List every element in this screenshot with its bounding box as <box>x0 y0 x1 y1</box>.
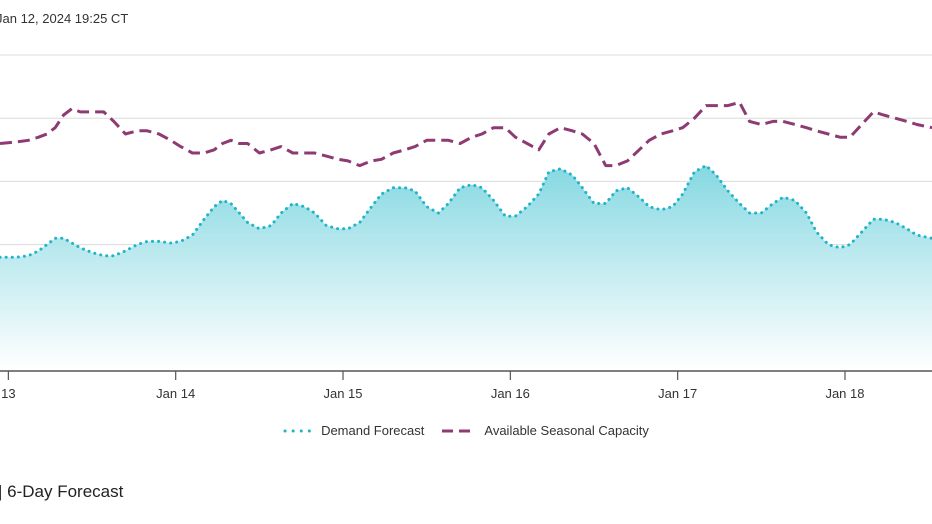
chart-legend: Demand Forecast Available Seasonal Capac… <box>0 423 932 438</box>
legend-item-demand-forecast[interactable]: Demand Forecast <box>283 423 424 438</box>
x-tick-label: 13 <box>1 386 15 401</box>
x-tick-label: Jan 16 <box>491 386 530 401</box>
x-tick-label: Jan 17 <box>658 386 697 401</box>
available-seasonal-capacity-line <box>0 100 932 168</box>
legend-label-demand-forecast: Demand Forecast <box>321 423 425 438</box>
demand-forecast-area <box>0 165 932 371</box>
legend-label-available-seasonal-capacity: Available Seasonal Capacity <box>484 423 649 438</box>
x-tick-label: Jan 14 <box>156 386 195 401</box>
legend-swatch-dotted <box>283 429 313 432</box>
demand-forecast-line <box>0 163 932 259</box>
forecast-chart: 13 Jan 14 Jan 15 Jan 16 Jan 17 Jan 18 <box>0 54 932 401</box>
x-axis-ticks: 13 Jan 14 Jan 15 Jan 16 Jan 17 Jan 18 <box>1 371 865 401</box>
x-tick-label: Jan 18 <box>825 386 864 401</box>
legend-item-available-seasonal-capacity[interactable]: Available Seasonal Capacity <box>442 423 649 438</box>
chart-timestamp: Jan 12, 2024 19:25 CT <box>0 11 129 26</box>
x-tick-label: Jan 15 <box>323 386 362 401</box>
legend-swatch-dashed <box>442 429 477 432</box>
forecast-section-title: | 6-Day Forecast <box>0 482 124 501</box>
